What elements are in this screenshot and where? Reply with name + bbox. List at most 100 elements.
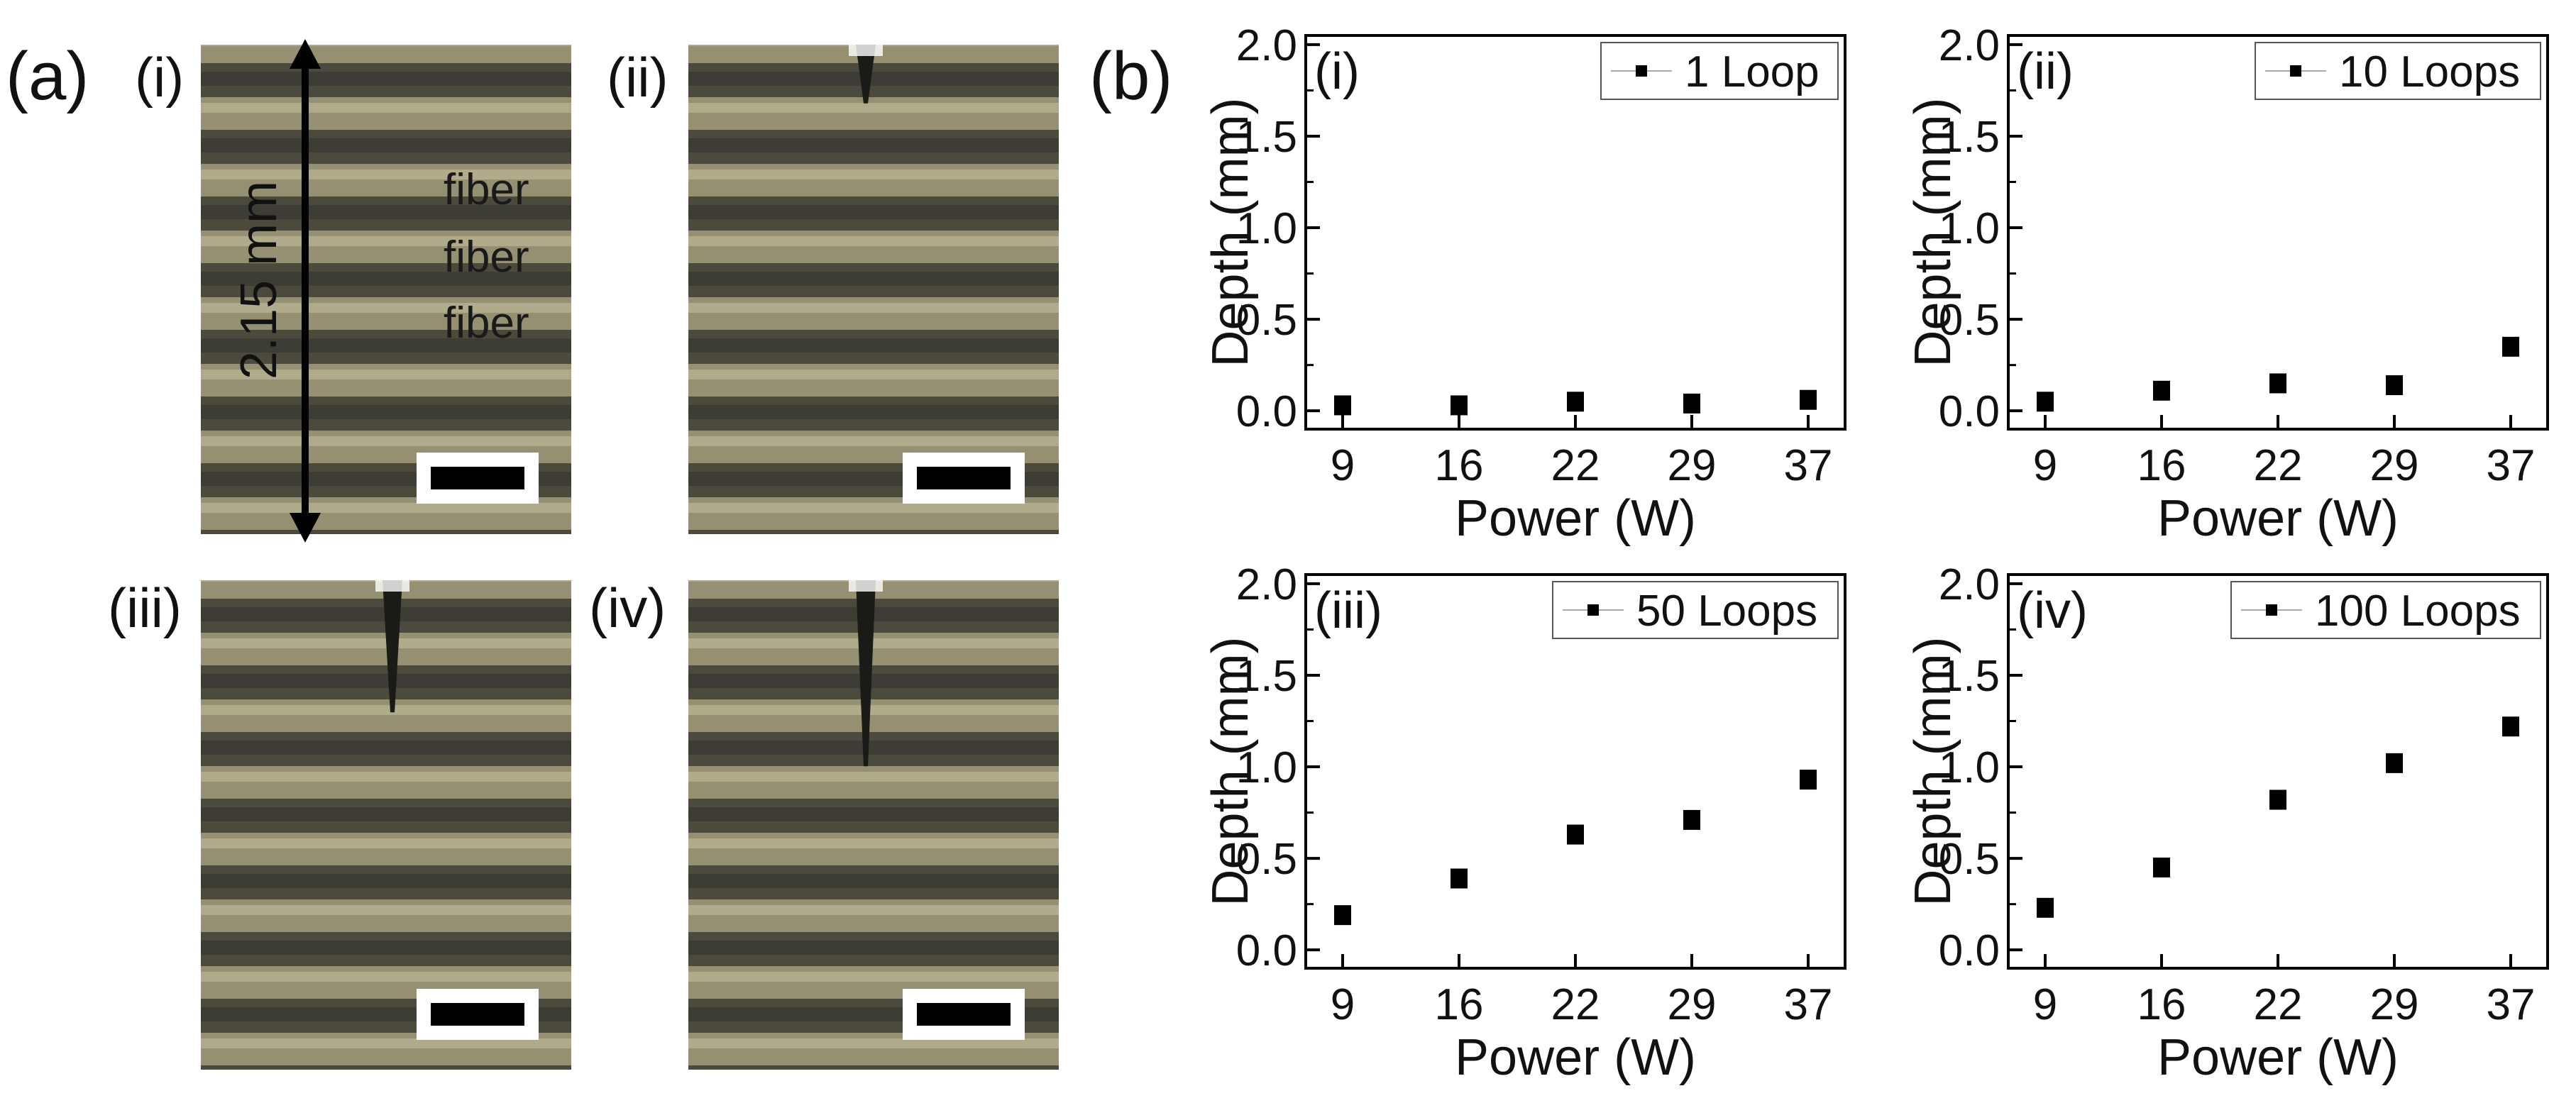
data-point: [2502, 716, 2519, 737]
scale-bar-i: [417, 453, 539, 504]
panel-a-label: (a): [6, 38, 89, 114]
subpanel-iv-label: (iv): [589, 577, 666, 639]
x-tick-label: 22: [2254, 980, 2303, 1029]
chart-panel-label: (iii): [1314, 582, 1382, 639]
x-tick-label: 29: [1668, 441, 1717, 490]
y-tick-label: 1.5: [1939, 652, 2000, 701]
data-point: [2153, 858, 2170, 878]
chart-iv: 0.0 0.5 1.0 1.5 2.0 9 16 22 29 37 Power (W) Depth (…: [1905, 560, 2549, 1086]
data-point: [1800, 389, 1817, 410]
y-tick-label: 1.0: [1236, 743, 1297, 792]
dimension-arrow: [290, 39, 321, 543]
y-tick-label: 1.0: [1939, 743, 2000, 792]
dimension-label: 2.15 mm: [231, 180, 287, 379]
x-axis-label: Power (W): [2157, 1029, 2399, 1086]
data-point: [1334, 395, 1351, 416]
chart-panel-label: (iv): [2017, 582, 2088, 639]
data-point: [2269, 373, 2286, 394]
data-point: [1334, 905, 1351, 926]
scale-bar-ii: [903, 453, 1025, 504]
chart-panel-label: (ii): [2017, 43, 2074, 100]
y-tick-label: 0.5: [1236, 835, 1297, 884]
x-tick-label: 9: [1331, 441, 1355, 490]
y-tick-label: 1.5: [1939, 113, 2000, 162]
legend-label: 10 Loops: [2339, 48, 2520, 96]
data-point: [2037, 897, 2054, 918]
y-tick-label: 2.0: [1236, 560, 1297, 609]
x-tick-label: 16: [2137, 980, 2186, 1029]
data-point: [1800, 770, 1817, 790]
y-axis-label: Depth (mm): [1202, 636, 1259, 906]
data-point: [2386, 375, 2403, 396]
x-tick-label: 37: [1784, 980, 1833, 1029]
x-tick-label: 37: [2487, 980, 2536, 1029]
notch-3: [382, 580, 402, 713]
subpanel-ii-label: (ii): [607, 46, 668, 109]
x-tick-label: 22: [2254, 441, 2303, 490]
data-point: [1451, 868, 1468, 889]
notch-2: [856, 45, 876, 104]
fiber-label-3: fiber: [444, 299, 529, 348]
fiber-label-2: fiber: [444, 233, 529, 282]
x-tick-label: 29: [1668, 980, 1717, 1029]
x-tick-label: 16: [2137, 441, 2186, 490]
x-tick-label: 29: [2370, 441, 2419, 490]
data-point: [1683, 393, 1700, 414]
y-axis-label: Depth (mm): [1905, 97, 1961, 367]
subpanel-iii-label: (iii): [108, 577, 182, 639]
x-tick-label: 37: [2487, 441, 2536, 490]
legend-marker: [2290, 65, 2301, 77]
legend-label: 50 Loops: [1636, 587, 1817, 636]
y-tick-label: 1.5: [1236, 113, 1297, 162]
data-point: [1683, 809, 1700, 830]
scale-bar-iv: [903, 989, 1025, 1040]
y-tick-label: 2.0: [1939, 21, 2000, 70]
fiber-label-1: fiber: [444, 165, 529, 214]
y-tick-label: 0.0: [1236, 387, 1297, 436]
x-tick-label: 37: [1784, 441, 1833, 490]
x-tick-label: 16: [1435, 441, 1484, 490]
legend-label: 1 Loop: [1685, 48, 1820, 96]
micrograph-iii-stripes: [201, 580, 571, 1070]
legend-label: 100 Loops: [2315, 587, 2521, 636]
legend-marker: [1587, 604, 1599, 616]
y-tick-label: 0.5: [1939, 835, 2000, 884]
scale-bar-iii: [417, 989, 539, 1040]
y-tick-label: 1.0: [1939, 204, 2000, 253]
micrograph-iv: [688, 580, 1059, 1070]
legend-marker: [1636, 65, 1647, 77]
legend-marker: [2266, 604, 2277, 616]
y-tick-label: 0.5: [1939, 296, 2000, 345]
x-tick-label: 22: [1551, 441, 1600, 490]
subpanel-i-label: (i): [135, 46, 185, 109]
x-tick-label: 9: [2033, 980, 2057, 1029]
x-axis-label: Power (W): [1455, 1029, 1696, 1086]
x-tick-label: 9: [2033, 441, 2057, 490]
micrograph-iii: [201, 580, 571, 1070]
chart-panel-label: (i): [1314, 43, 1360, 100]
data-point: [2153, 380, 2170, 401]
data-point: [2502, 336, 2519, 357]
x-tick-label: 9: [1331, 980, 1355, 1029]
micrograph-iv-stripes: [688, 580, 1059, 1070]
y-tick-label: 1.5: [1236, 652, 1297, 701]
data-point: [1567, 824, 1584, 845]
legend-box: [2230, 581, 2541, 639]
y-tick-label: 2.0: [1236, 21, 1297, 70]
data-point: [2037, 392, 2054, 412]
y-tick-label: 0.5: [1236, 296, 1297, 345]
y-tick-label: 2.0: [1939, 560, 2000, 609]
data-point: [1567, 392, 1584, 412]
x-axis-label: Power (W): [1455, 490, 1696, 547]
y-tick-label: 0.0: [1236, 926, 1297, 975]
x-axis-label: Power (W): [2157, 490, 2399, 547]
x-tick-label: 16: [1435, 980, 1484, 1029]
chart-ii: 0.0 0.5 1.0 1.5 2.0 9 16 22 29 37 Power (W) Depth (…: [1905, 21, 2549, 547]
data-point: [2386, 753, 2403, 773]
y-tick-label: 0.0: [1939, 926, 2000, 975]
y-axis-label: Depth (mm): [1202, 97, 1259, 367]
y-axis-label: Depth (mm): [1905, 636, 1961, 906]
y-tick-label: 0.0: [1939, 387, 2000, 436]
panel-b-label: (b): [1089, 38, 1173, 114]
notch-4: [856, 580, 876, 767]
